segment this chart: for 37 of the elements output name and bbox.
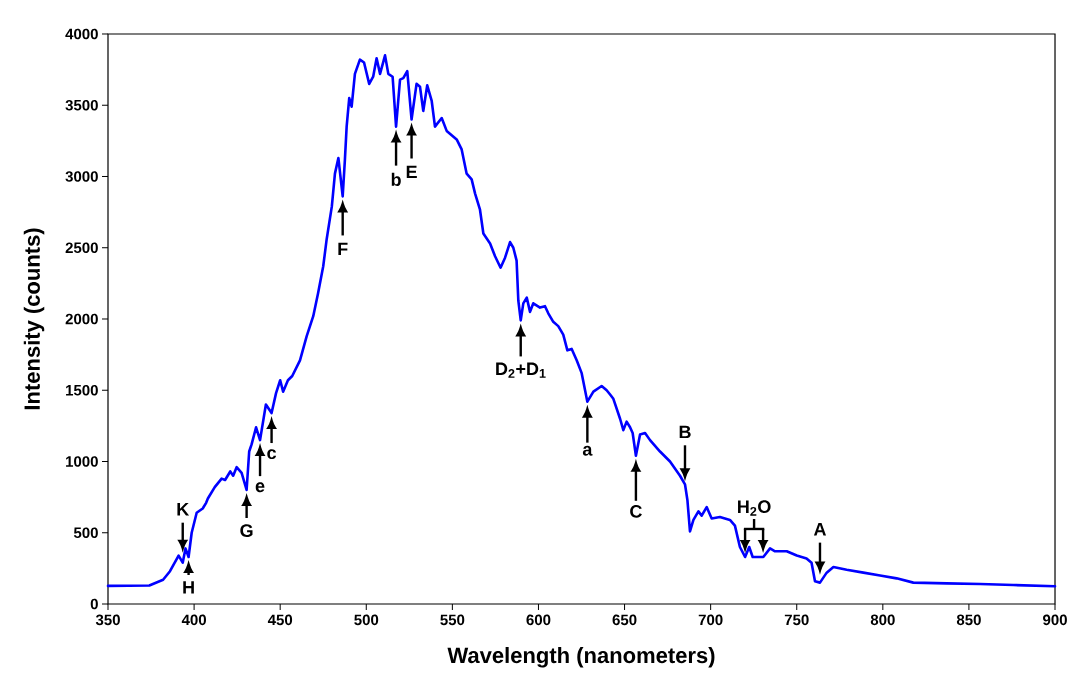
annotation: A (813, 523, 827, 536)
x-tick-label: 350 (95, 614, 120, 626)
annotation: H (183, 581, 194, 594)
annotation: b (391, 172, 401, 187)
y-tick-label: 1500 (66, 384, 98, 396)
y-tick-label: 2500 (65, 242, 98, 254)
x-tick-label: 700 (698, 614, 723, 626)
y-tick-label: 3000 (65, 171, 98, 182)
x-tick-label: 750 (784, 614, 809, 626)
annotation: a (582, 445, 593, 456)
y-tick-label: 500 (73, 527, 98, 539)
y-tick-label: 3500 (65, 99, 98, 111)
x-tick-label: 600 (526, 614, 551, 626)
x-tick-label: 500 (354, 614, 379, 626)
y-tick-label: 1000 (66, 456, 98, 467)
x-tick-label: 800 (870, 614, 895, 626)
annotation: G (240, 524, 253, 537)
x-tick-label: 450 (267, 614, 293, 626)
y-tick-label: 0 (90, 598, 98, 610)
x-tick-label: 550 (440, 614, 465, 626)
y-tick-label: 2000 (65, 313, 98, 325)
x-axis-title: Wavelength (nanometers) (447, 647, 715, 668)
x-tick-label: 900 (1043, 614, 1067, 626)
y-axis-title: Intensity (counts) (23, 228, 45, 410)
x-tick-label: 850 (956, 614, 981, 626)
x-tick-label: 400 (181, 614, 206, 626)
annotation: D$_{2}$+D$_{1}$ (496, 362, 546, 378)
annotation: K (177, 503, 190, 516)
x-tick-label: 650 (612, 614, 637, 626)
annotation: B (679, 425, 691, 439)
annotation: C (630, 505, 642, 518)
annotation: c (267, 449, 277, 460)
y-tick-label: 4000 (65, 28, 98, 40)
annotation: F (338, 242, 348, 256)
annotation: E (406, 165, 417, 179)
annotation: H$_{2}$O (738, 500, 771, 516)
annotation: e (255, 482, 265, 493)
